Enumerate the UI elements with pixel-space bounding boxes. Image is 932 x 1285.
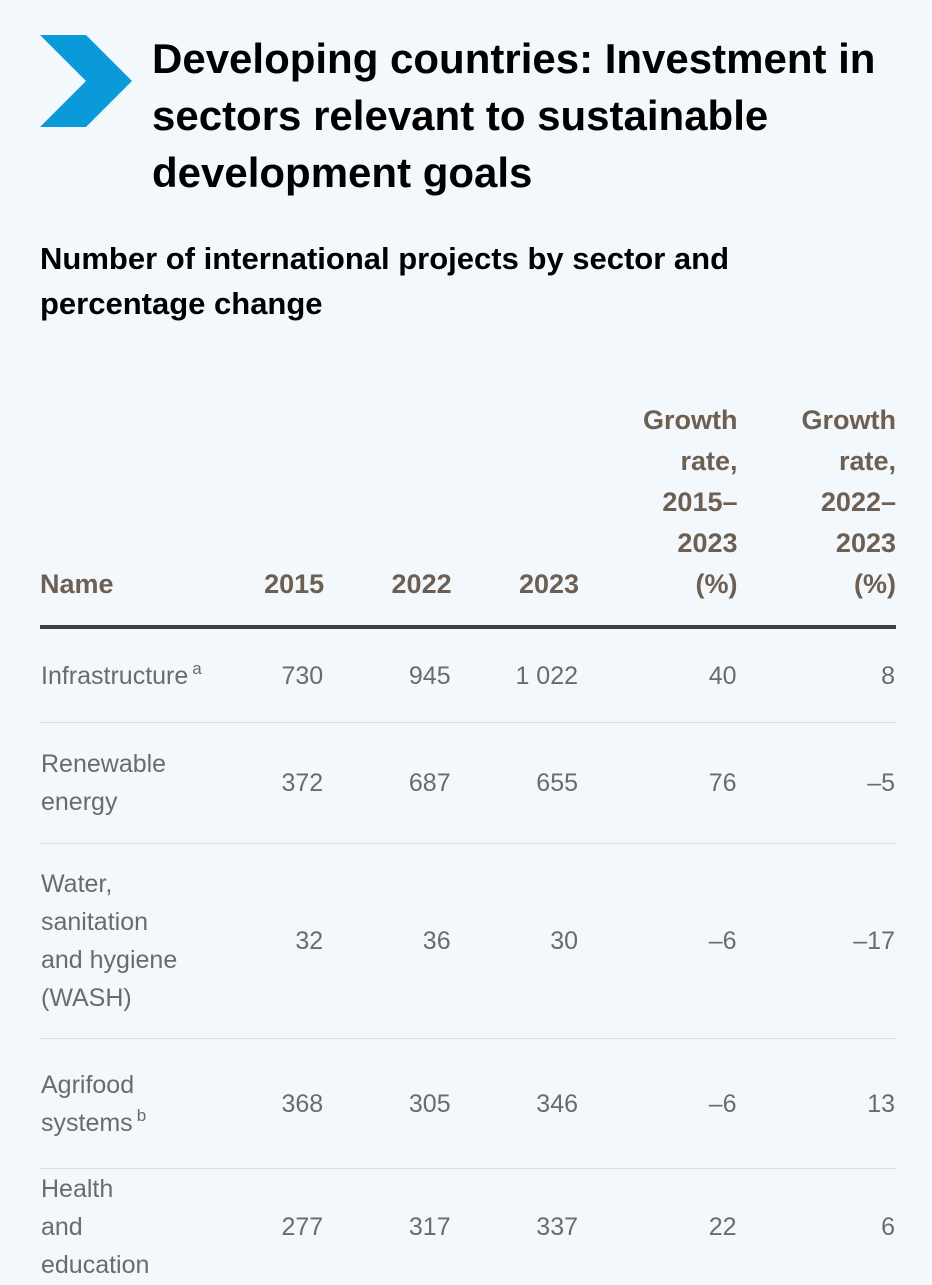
column-header-growth-2015-2023: Growth rate, 2015– 2023 (%) xyxy=(579,400,737,627)
footnote-marker: b xyxy=(137,1106,146,1125)
table-row: Water, sanitation and hygiene (WASH) 32 … xyxy=(40,844,896,1039)
column-header-2022: 2022 xyxy=(324,400,451,627)
growth-2022-2023: –17 xyxy=(738,844,897,1039)
chevron-right-icon xyxy=(40,35,132,127)
chart-subtitle: Number of international projects by sect… xyxy=(40,236,800,326)
value-2023: 30 xyxy=(452,844,579,1039)
growth-2022-2023: 8 xyxy=(738,627,897,723)
row-name-cell: Health and education xyxy=(40,1169,203,1285)
value-2022: 305 xyxy=(324,1039,451,1169)
column-header-2023: 2023 xyxy=(452,400,579,627)
value-2015: 277 xyxy=(203,1169,324,1285)
growth-2022-2023: 13 xyxy=(738,1039,897,1169)
value-2023: 346 xyxy=(452,1039,579,1169)
value-2015: 372 xyxy=(203,723,324,844)
row-name: Agrifood systems xyxy=(41,1071,134,1137)
table-row: Renewable energy 372 687 655 76 –5 xyxy=(40,723,896,844)
value-2015: 32 xyxy=(203,844,324,1039)
value-2023: 655 xyxy=(452,723,579,844)
column-header-growth-2022-2023-label: Growth rate, 2022– 2023 (%) xyxy=(796,400,896,605)
header-row: Name 2015 2022 2023 Growth rate, 2015– 2… xyxy=(40,400,896,627)
row-name: Renewable energy xyxy=(41,745,171,821)
row-name-cell: Renewable energy xyxy=(40,723,203,844)
value-2015: 730 xyxy=(203,627,324,723)
value-2022: 687 xyxy=(324,723,451,844)
row-name: Health and education xyxy=(41,1170,161,1284)
growth-2022-2023: 6 xyxy=(738,1169,897,1285)
column-header-name: Name xyxy=(40,400,203,627)
footnote-marker: a xyxy=(192,659,201,678)
growth-2015-2023: 22 xyxy=(579,1169,737,1285)
row-name: Infrastructure xyxy=(41,662,188,690)
page-title: Developing countries: Investment in sect… xyxy=(152,30,902,201)
data-table: Name 2015 2022 2023 Growth rate, 2015– 2… xyxy=(40,400,896,1285)
column-header-2015: 2015 xyxy=(203,400,324,627)
row-name-cell: Water, sanitation and hygiene (WASH) xyxy=(40,844,203,1039)
growth-2022-2023: –5 xyxy=(738,723,897,844)
value-2022: 317 xyxy=(324,1169,451,1285)
value-2015: 368 xyxy=(203,1039,324,1169)
column-header-growth-2022-2023: Growth rate, 2022– 2023 (%) xyxy=(738,400,897,627)
growth-2015-2023: –6 xyxy=(579,844,737,1039)
value-2022: 945 xyxy=(324,627,451,723)
table-row: Health and education 277 317 337 22 6 xyxy=(40,1169,896,1285)
chevron-shape xyxy=(40,35,132,127)
value-2023: 337 xyxy=(452,1169,579,1285)
growth-2015-2023: 40 xyxy=(579,627,737,723)
row-name: Water, sanitation and hygiene (WASH) xyxy=(41,865,191,1017)
growth-2015-2023: 76 xyxy=(579,723,737,844)
value-2023: 1 022 xyxy=(452,627,579,723)
column-header-growth-2015-2023-label: Growth rate, 2015– 2023 (%) xyxy=(638,400,738,605)
value-2022: 36 xyxy=(324,844,451,1039)
growth-2015-2023: –6 xyxy=(579,1039,737,1169)
